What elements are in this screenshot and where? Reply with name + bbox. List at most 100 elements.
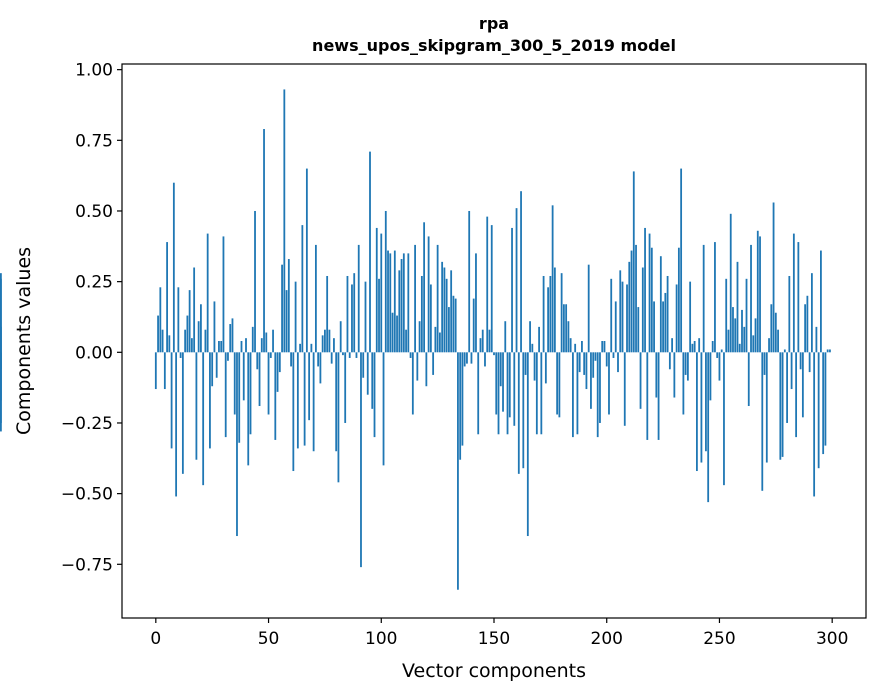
bar [777, 329, 779, 353]
bar [209, 352, 211, 449]
bar [729, 213, 732, 353]
bar [698, 338, 701, 353]
bar [531, 343, 534, 353]
bar [806, 295, 809, 353]
bar [319, 352, 322, 384]
bar [612, 352, 615, 358]
bar [299, 343, 302, 353]
bar [369, 151, 371, 353]
bar [213, 301, 216, 353]
bar [599, 352, 601, 423]
bar [378, 278, 380, 353]
bar [486, 216, 489, 353]
bar [425, 352, 428, 387]
bar [375, 227, 378, 353]
bar [779, 352, 782, 460]
bar [682, 352, 685, 415]
bar [576, 352, 579, 435]
bar [186, 315, 189, 353]
bar [499, 352, 502, 387]
bar [727, 329, 730, 353]
bar [720, 349, 723, 353]
bar [380, 233, 383, 353]
bar [181, 352, 184, 474]
bar [423, 222, 426, 353]
bar [770, 304, 773, 353]
bar [256, 352, 259, 370]
bar [402, 253, 405, 353]
bar [184, 329, 187, 353]
bar [163, 352, 166, 390]
bar [797, 242, 800, 353]
bar [452, 295, 455, 353]
bar [601, 341, 604, 353]
x-tick-label: 200 [591, 629, 623, 649]
bar [310, 343, 313, 353]
bar [664, 292, 667, 353]
bar [700, 352, 703, 463]
bar [324, 329, 326, 353]
bar [247, 352, 250, 466]
bar [718, 352, 721, 381]
bar [529, 321, 531, 353]
bar [177, 287, 180, 353]
bar [817, 352, 820, 469]
bar [161, 329, 164, 353]
bar [711, 341, 714, 353]
bar [677, 247, 680, 353]
bar [190, 338, 193, 353]
bar [206, 233, 209, 353]
bar [260, 338, 263, 353]
bar [197, 321, 200, 353]
bar [351, 284, 353, 353]
y-tick-label: 1.00 [75, 61, 113, 81]
bar [493, 352, 495, 356]
bar [538, 326, 540, 353]
bar [459, 352, 462, 460]
bar [211, 352, 214, 387]
bar [689, 281, 692, 353]
bar [314, 244, 317, 353]
bar [454, 298, 457, 353]
bar [655, 352, 658, 398]
y-tick-label: −0.25 [61, 414, 113, 434]
bar [756, 230, 759, 353]
bar [242, 352, 245, 401]
bar [799, 352, 802, 370]
bar [668, 352, 671, 370]
bar [804, 304, 807, 353]
bar [587, 264, 590, 353]
bar [684, 352, 687, 375]
bar [614, 301, 617, 353]
y-tick-label: 0.50 [75, 202, 113, 222]
bar [734, 318, 737, 353]
bar [820, 250, 822, 353]
bar [393, 250, 396, 353]
bar [741, 309, 743, 353]
bar [795, 352, 798, 438]
bar [233, 352, 236, 415]
bar [644, 227, 646, 353]
x-tick-label: 250 [703, 629, 735, 649]
x-tick-label: 0 [150, 629, 161, 649]
bar [630, 250, 633, 353]
bar [738, 343, 741, 353]
bar [303, 352, 306, 446]
bar [497, 352, 500, 435]
y-tick-label: 0.00 [75, 343, 113, 363]
bar [495, 352, 498, 415]
bar [301, 225, 304, 353]
bar [790, 352, 793, 390]
bar [263, 129, 265, 353]
bar [308, 352, 311, 421]
bar [479, 338, 482, 353]
x-axis: 0 50 100 150 200 250 300 [150, 618, 848, 649]
bar [420, 275, 423, 353]
bar [330, 352, 333, 364]
bar [170, 352, 173, 449]
bar [772, 202, 775, 353]
bar [574, 343, 577, 353]
bar [362, 352, 365, 378]
bar [635, 244, 637, 353]
bar [348, 352, 351, 358]
